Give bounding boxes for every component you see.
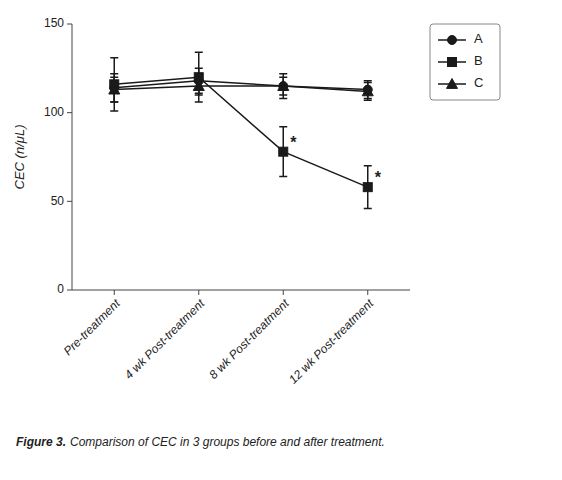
annotation: *: [375, 169, 382, 186]
point-marker: [279, 82, 288, 91]
series-line: [114, 77, 368, 187]
point-marker: [279, 147, 288, 156]
legend-label: B: [474, 53, 483, 68]
point-marker: [193, 81, 204, 91]
legend-frame: [430, 24, 500, 100]
chart-svg: 0 50 100 150 CEC (n/μL) Pre-treatment4 wk Pos…: [0, 0, 562, 480]
y-axis-label: CEC (n/μL): [12, 125, 27, 190]
x-axis-line: [72, 290, 410, 291]
point-marker: [109, 84, 120, 94]
legend-marker: [448, 36, 457, 45]
x-tick-label: 8 wk Post-treatment: [206, 296, 292, 382]
y-tick: [67, 201, 72, 202]
x-tick: [198, 290, 199, 295]
point-marker: [363, 183, 372, 192]
legend-marker: [448, 58, 457, 67]
x-tick-label: Pre-treatment: [61, 296, 123, 358]
caption: Figure 3. Comparison of CEC in 3 groups b…: [16, 435, 385, 449]
series-0: [110, 68, 373, 102]
point-marker: [278, 81, 289, 91]
caption-bold: Figure 3.: [16, 435, 66, 449]
caption-text: Comparison of CEC in 3 groups before and…: [70, 435, 385, 449]
x-tick: [283, 290, 284, 295]
legend-marker: [447, 79, 458, 89]
x-tick: [114, 290, 115, 295]
x-tick: [367, 290, 368, 295]
error-bar: [195, 52, 203, 102]
series-line: [114, 86, 368, 91]
y-tick-label: 100: [44, 105, 64, 119]
y-tick: [67, 290, 72, 291]
x-tick-label: 4 wk Post-treatment: [122, 296, 208, 382]
chart-container: 0 50 100 150 CEC (n/μL) Pre-treatment4 wk Pos…: [0, 0, 562, 480]
data-group: [109, 52, 374, 208]
legend-label: C: [474, 75, 483, 90]
y-tick: [67, 112, 72, 113]
y-tick-label: 50: [51, 194, 65, 208]
series-2: [109, 77, 374, 102]
y-tick-label: 150: [44, 16, 64, 30]
y-tick: [67, 24, 72, 25]
legend-label: A: [474, 31, 483, 46]
series-1: [110, 52, 373, 208]
point-marker: [362, 86, 373, 96]
error-bar: [279, 127, 287, 177]
x-tick-label: 12 wk Post-treatment: [286, 296, 377, 387]
y-tick-label: 0: [57, 282, 64, 296]
y-axis-line: [72, 24, 73, 290]
legend: ABC: [430, 24, 500, 100]
error-bar: [364, 166, 372, 209]
annotation: *: [290, 134, 297, 151]
